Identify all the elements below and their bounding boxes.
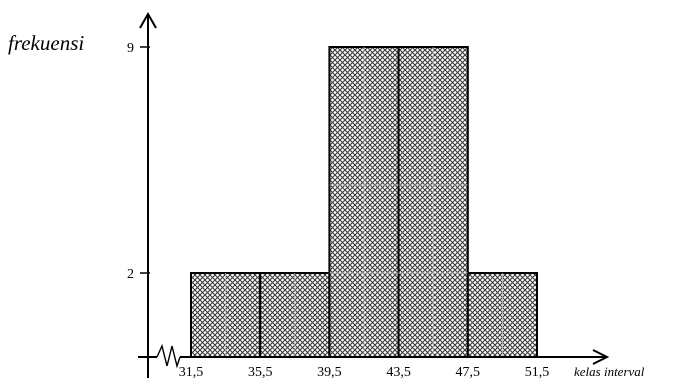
bar-inner-gridlines (225, 47, 503, 357)
x-axis-label: kelas interval (574, 364, 645, 379)
x-tick-label: 35,5 (248, 365, 273, 380)
tick-labels: 2 9 31,5 35,5 39,5 43,5 47,5 51,5 (127, 41, 549, 380)
x-axis-arrow (592, 349, 610, 365)
axes (138, 11, 610, 378)
x-tick-label: 51,5 (525, 365, 550, 380)
y-axis-label: frekuensi (8, 31, 84, 55)
y-axis-arrow (139, 11, 157, 29)
x-tick-label: 47,5 (456, 365, 481, 380)
axis-break-zigzag (156, 343, 181, 369)
x-tick-label: 31,5 (179, 365, 204, 380)
y-tick-label: 9 (127, 41, 134, 56)
y-tick-label: 2 (127, 267, 134, 282)
x-tick-label: 39,5 (317, 365, 342, 380)
x-tick-label: 43,5 (386, 365, 411, 380)
